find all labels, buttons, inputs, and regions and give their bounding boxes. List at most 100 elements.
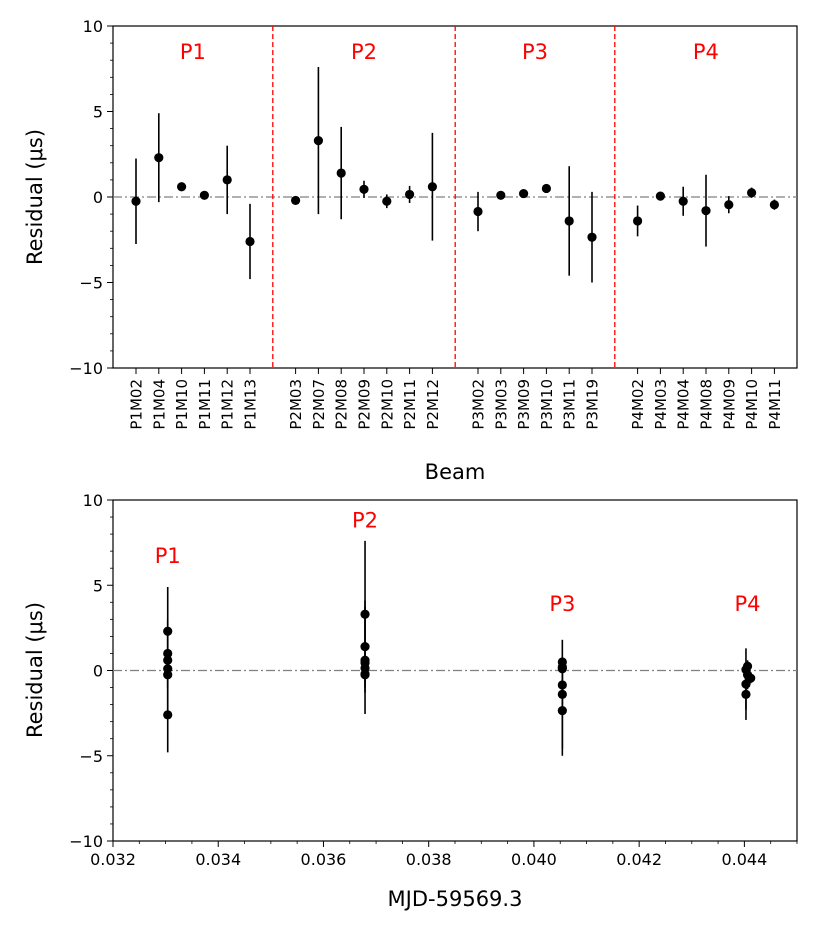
data-point-p1m13 [245, 236, 255, 247]
beam-label-p2m09: P2M09 [356, 379, 374, 430]
data-point-p1m02 [131, 196, 141, 206]
data-point-p2 [360, 670, 370, 680]
beam-label-p3m09: P3M09 [515, 379, 533, 430]
data-point-p3m10 [541, 183, 552, 194]
data-point-p2m09 [359, 184, 369, 194]
pointing-label-p1: P1 [180, 40, 206, 64]
bottom-x-tick-label: 0.038 [406, 850, 452, 869]
bottom-x-tick-label: 0.044 [721, 850, 767, 869]
pointing-separators [272, 26, 616, 368]
bottom-x-tick-label: 0.032 [90, 850, 136, 869]
data-point-p4m11 [769, 200, 780, 210]
beam-label-p3m11: P3M11 [561, 379, 579, 430]
beam-label-p4m08: P4M08 [698, 379, 716, 430]
top-y-axis-label: Residual (μs) [23, 129, 47, 265]
data-point-p4m04 [678, 196, 688, 206]
data-point-p2m08 [336, 168, 346, 178]
pointing-label-p3: P3 [522, 40, 548, 64]
top-data-points [131, 135, 780, 247]
top-y-tick-label: 0 [93, 188, 103, 207]
data-point-p3 [557, 680, 567, 690]
data-point-p2m03 [291, 195, 301, 206]
bottom-x-tick-label: 0.034 [195, 850, 241, 869]
beam-label-p3m02: P3M02 [470, 379, 488, 430]
annotation-p3: P3 [549, 592, 575, 616]
top-y-tick-label: 5 [93, 103, 103, 122]
data-point-p3m02 [473, 206, 483, 217]
data-point-p4m08 [701, 206, 711, 216]
data-point-p1 [163, 710, 173, 720]
top-x-axis-label: Beam [425, 460, 486, 484]
annotation-p4: P4 [735, 592, 761, 616]
bottom-y-tick-label: −5 [79, 747, 103, 766]
data-point-p2m10 [382, 196, 392, 206]
data-point-p2m12 [427, 182, 437, 192]
top-y-tick-label: −10 [69, 359, 103, 378]
annotation-p2: P2 [352, 508, 378, 532]
data-point-p3 [557, 657, 567, 667]
bottom-error-bars [166, 540, 752, 756]
beam-label-p3m03: P3M03 [492, 379, 510, 430]
data-point-p3m19 [587, 232, 597, 242]
data-point-p3m03 [496, 190, 506, 200]
beam-label-p4m03: P4M03 [652, 379, 670, 430]
data-point-p4m03 [655, 191, 666, 201]
beam-label-p3m19: P3M19 [584, 379, 602, 430]
bottom-data-points [163, 609, 756, 720]
data-point-p2 [360, 642, 370, 652]
data-point-p1m10 [177, 182, 187, 192]
beam-label-p3m10: P3M10 [538, 379, 556, 430]
data-point-p3m11 [564, 216, 574, 226]
beam-label-p4m09: P4M09 [720, 379, 738, 430]
bottom-x-tick-label: 0.042 [616, 850, 662, 869]
data-point-p1m11 [199, 190, 209, 200]
beam-label-p1m11: P1M11 [196, 379, 214, 430]
data-point-p4m09 [724, 200, 734, 210]
data-point-p1 [163, 648, 173, 659]
beam-label-p2m11: P2M11 [401, 379, 419, 430]
beam-label-p4m04: P4M04 [675, 379, 693, 430]
pointing-annotations: P1 P2 P3 P4 [155, 508, 761, 616]
data-point-p3m09 [519, 188, 529, 199]
data-point-p1m04 [154, 153, 164, 163]
beam-label-p1m02: P1M02 [128, 379, 146, 430]
data-point-p4 [746, 673, 756, 683]
beam-label-p2m03: P2M03 [287, 379, 305, 430]
bottom-x-tick-label: 0.040 [511, 850, 557, 869]
beam-label-p1m10: P1M10 [173, 379, 191, 430]
beam-label-p2m12: P2M12 [424, 379, 442, 430]
pointing-labels: P1 P2 P3 P4 [180, 40, 719, 64]
data-point-p2 [360, 655, 370, 665]
pointing-label-p2: P2 [351, 40, 377, 64]
data-point-p1m12 [222, 175, 232, 185]
beam-label-p2m07: P2M07 [310, 379, 328, 430]
data-point-p2 [360, 609, 370, 619]
top-y-ticks: −10 −5 0 5 10 [69, 17, 113, 378]
beam-label-p2m10: P2M10 [378, 379, 396, 430]
data-point-p1 [163, 626, 173, 636]
bottom-y-tick-label: −10 [69, 832, 103, 851]
beam-tick-labels: P1M02 P1M04 P1M10 P1M11 P1M12 P1M13 P2M03 P2M07… [128, 368, 784, 430]
data-point-p4m02 [633, 216, 643, 226]
pointing-label-p4: P4 [693, 40, 719, 64]
data-point-p3 [557, 705, 567, 716]
beam-label-p4m11: P4M11 [766, 379, 784, 430]
beam-label-p4m02: P4M02 [629, 379, 647, 430]
mjd-residual-panel: −10 −5 0 5 10 0.032 0.034 0.036 0.038 0.040 0.042… [23, 491, 798, 911]
bottom-y-ticks: −10 −5 0 5 10 [69, 491, 113, 851]
data-point-p3 [557, 689, 567, 699]
data-point-p1 [163, 664, 173, 674]
bottom-y-tick-label: 5 [93, 576, 103, 595]
top-y-tick-label: 10 [83, 17, 103, 36]
beam-label-p1m12: P1M12 [219, 379, 237, 430]
top-y-tick-label: −5 [79, 274, 103, 293]
data-point-p4 [742, 661, 753, 671]
data-point-p2m11 [405, 189, 415, 200]
data-point-p1 [163, 655, 173, 665]
data-point-p2 [360, 663, 370, 673]
beam-label-p2m08: P2M08 [333, 379, 351, 430]
data-point-p2m07 [313, 135, 323, 146]
data-point-p4 [741, 689, 751, 699]
